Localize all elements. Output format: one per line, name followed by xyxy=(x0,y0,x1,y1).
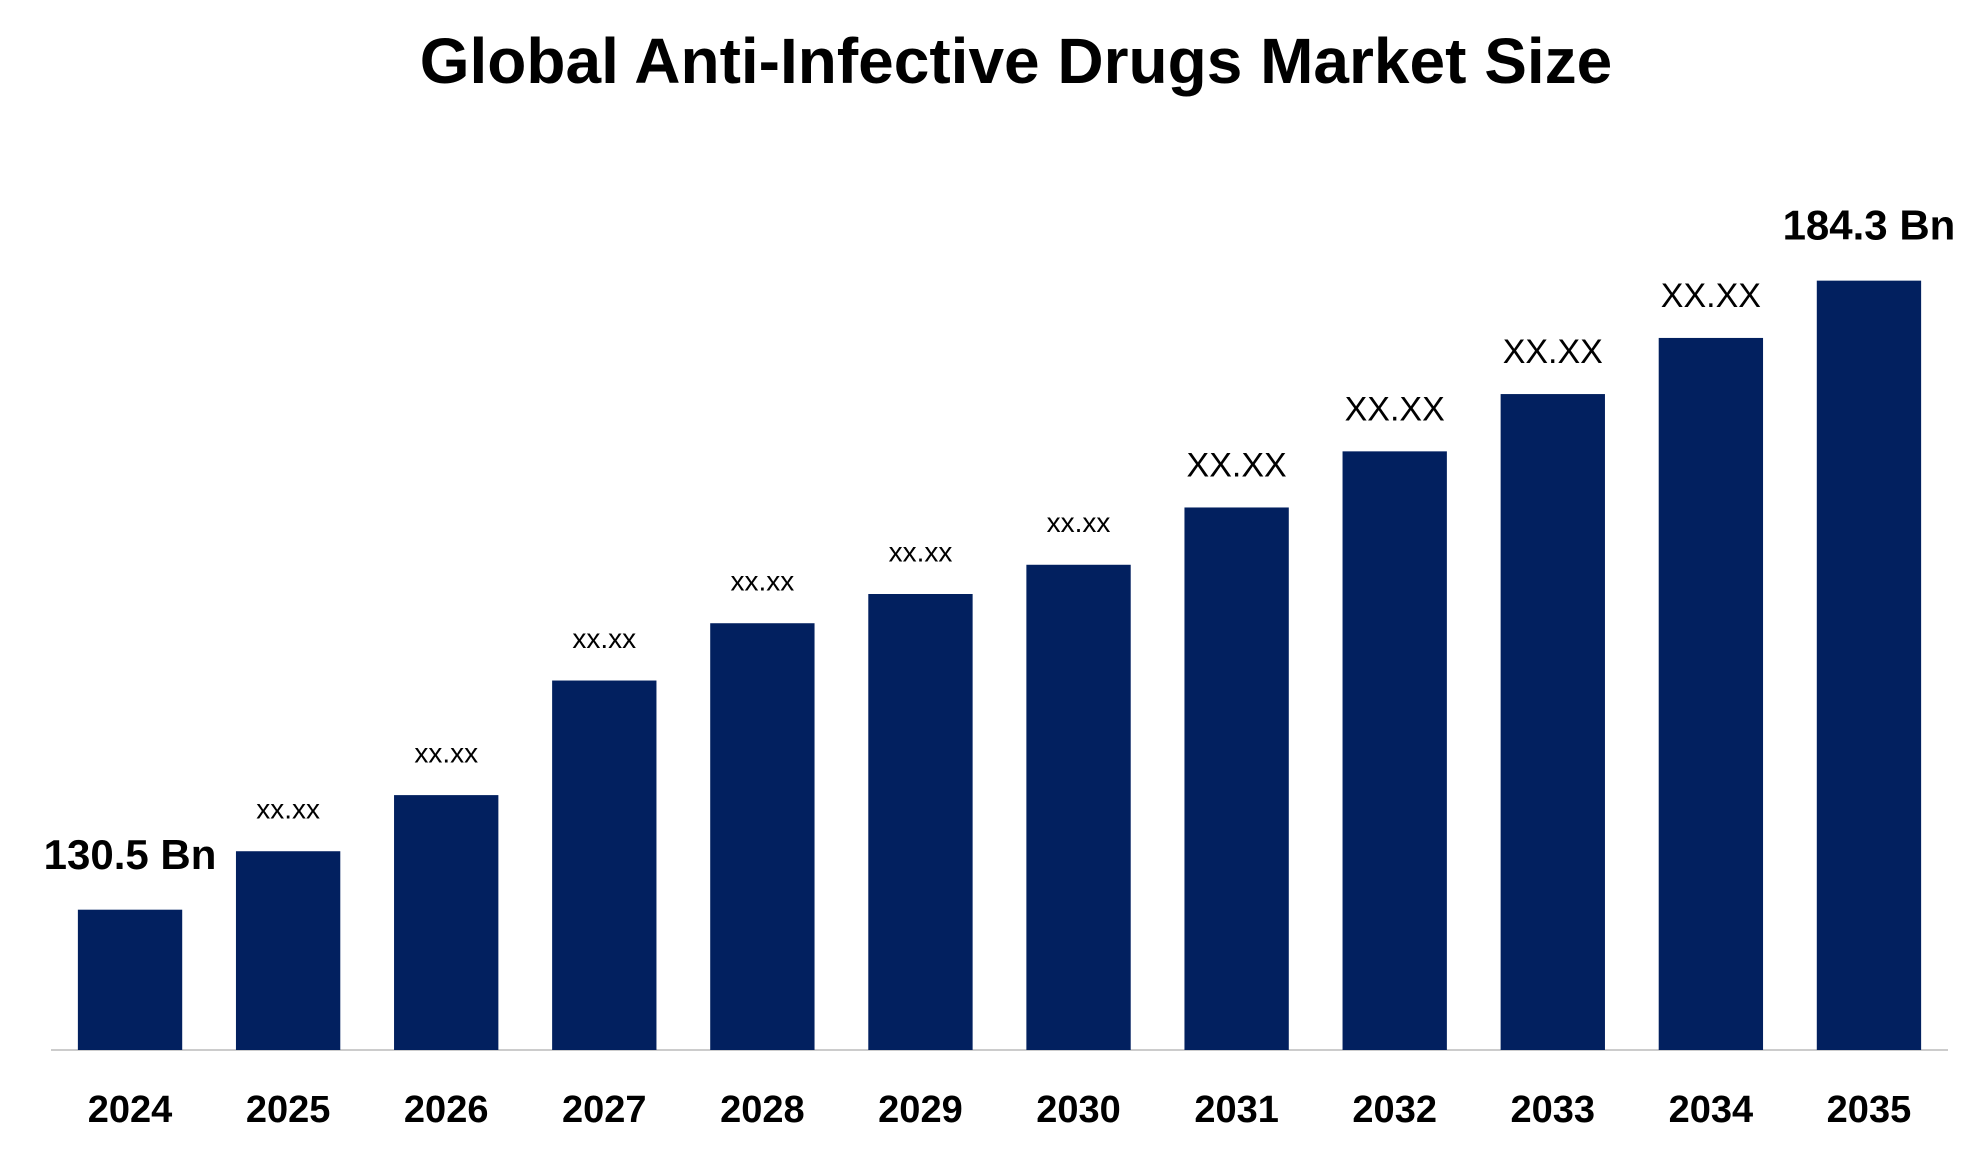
x-tick-label: 2025 xyxy=(246,1089,331,1131)
data-label: xx.xx xyxy=(730,566,794,597)
data-label: XX.XX xyxy=(1187,446,1287,484)
bar xyxy=(1342,451,1447,1050)
x-tick-label: 2026 xyxy=(404,1089,489,1131)
data-label: XX.XX xyxy=(1345,390,1445,428)
data-label: xx.xx xyxy=(572,623,636,654)
bar xyxy=(868,594,973,1050)
bar xyxy=(1816,280,1922,1051)
bar xyxy=(77,909,183,1050)
x-tick-label: 2028 xyxy=(720,1089,805,1131)
data-label: xx.xx xyxy=(256,794,320,825)
bar xyxy=(1658,337,1764,1050)
data-label: xx.xx xyxy=(414,737,478,768)
data-label: 184.3 Bn xyxy=(1783,202,1956,249)
bar xyxy=(1026,564,1131,1050)
x-tick-label: 2035 xyxy=(1827,1089,1912,1131)
x-tick-label: 2034 xyxy=(1669,1089,1754,1131)
data-label: 130.5 Bn xyxy=(44,831,217,878)
x-tick-label: 2027 xyxy=(562,1089,647,1131)
x-tick-label: 2031 xyxy=(1194,1089,1279,1131)
bar xyxy=(1500,394,1605,1050)
x-tick-label: 2024 xyxy=(88,1089,173,1131)
bar xyxy=(1184,507,1289,1050)
x-tick-label: 2029 xyxy=(878,1089,963,1131)
chart-title: Global Anti-Infective Drugs Market Size xyxy=(420,25,1613,97)
x-tick-label: 2032 xyxy=(1352,1089,1437,1131)
bar xyxy=(552,680,657,1050)
x-tick-label: 2033 xyxy=(1511,1089,1596,1131)
data-label: xx.xx xyxy=(1047,507,1111,538)
bar xyxy=(394,795,499,1050)
bar xyxy=(235,851,341,1050)
data-label: XX.XX xyxy=(1661,277,1761,315)
bar xyxy=(710,623,815,1050)
data-label: XX.XX xyxy=(1503,333,1603,371)
data-label: xx.xx xyxy=(889,536,953,567)
x-tick-label: 2030 xyxy=(1036,1089,1121,1131)
